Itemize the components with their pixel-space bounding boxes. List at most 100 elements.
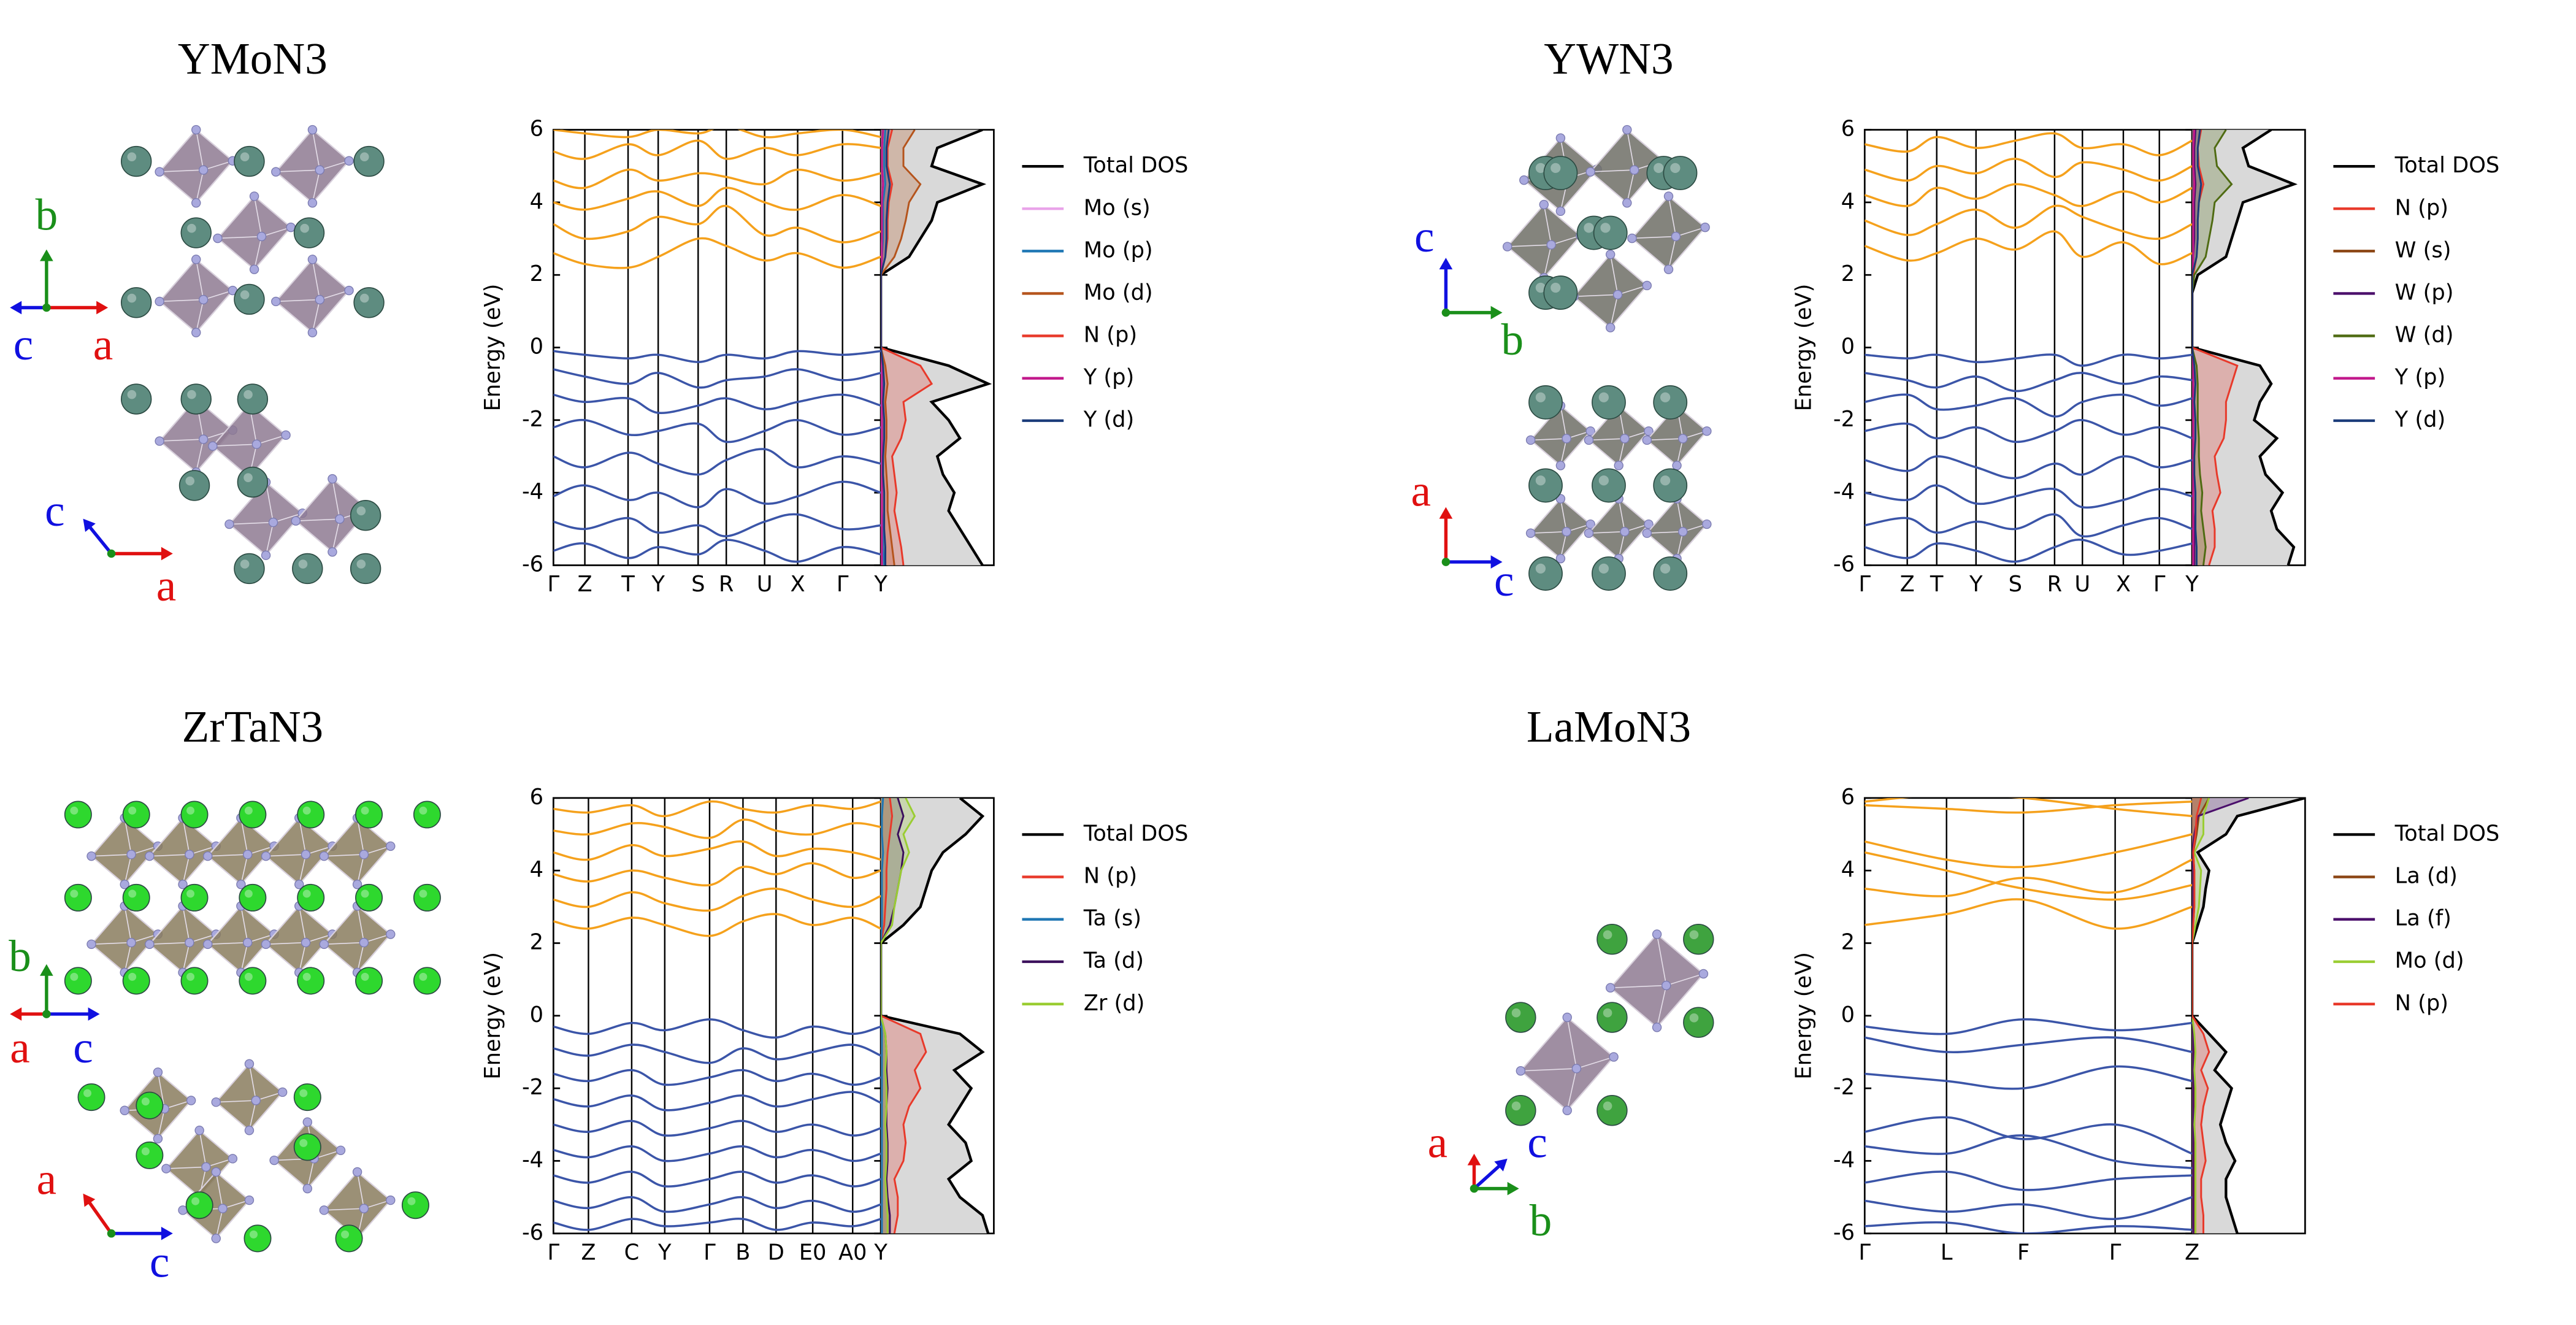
nitrogen-atom	[1609, 1052, 1619, 1062]
nitrogen-atom	[155, 436, 164, 446]
metal-atom	[413, 967, 441, 995]
nitrogen-atom	[145, 939, 155, 950]
band-line	[1865, 183, 2193, 207]
atom-highlight	[244, 972, 253, 981]
nitrogen-atom	[277, 1087, 288, 1097]
nitrogen-atom	[202, 851, 213, 861]
arrow-head	[1439, 258, 1453, 270]
nitrogen-atom	[251, 1096, 261, 1105]
metal-atom	[64, 801, 92, 829]
nitrogen-atom	[1678, 527, 1688, 537]
nitrogen-atom	[1642, 435, 1652, 445]
nitrogen-atom	[335, 514, 345, 524]
metal-atom	[297, 883, 325, 912]
octahedron	[1573, 253, 1648, 329]
y-tick-label: 4	[530, 189, 543, 214]
crystal-axis-label: a	[1428, 1118, 1447, 1167]
atom-highlight	[356, 506, 366, 516]
y-tick-label: 4	[1841, 857, 1855, 882]
metal-atom	[1597, 1002, 1628, 1033]
atom-highlight	[1535, 282, 1546, 293]
metal-atom	[293, 1133, 321, 1161]
metal-atom	[122, 967, 150, 995]
nitrogen-atom	[359, 937, 369, 948]
band-line	[1865, 1065, 2193, 1090]
band-line	[553, 1196, 881, 1213]
atom-highlight	[191, 1197, 200, 1205]
x-tick-label: Γ	[548, 572, 560, 597]
x-tick-label: C	[624, 1240, 640, 1265]
nitrogen-atom	[126, 850, 136, 859]
nitrogen-atom	[186, 1096, 196, 1105]
dos-area	[2192, 129, 2298, 566]
axis-origin	[1470, 1184, 1479, 1193]
arrow-head	[161, 1226, 173, 1240]
nitrogen-atom	[1555, 461, 1566, 470]
metal-atom	[292, 553, 323, 585]
atom-highlight	[361, 806, 369, 815]
x-tick-label: U	[2074, 572, 2090, 597]
octahedron	[207, 905, 275, 974]
octahedron	[148, 816, 217, 886]
nitrogen-atom	[307, 255, 318, 264]
axis-arrow	[86, 1199, 113, 1235]
metal-atom	[353, 145, 385, 177]
panel-title: YWN3	[1544, 34, 1673, 83]
nitrogen-atom	[1562, 1105, 1572, 1115]
x-tick-label: Z	[1900, 572, 1915, 597]
octahedron	[215, 1062, 284, 1132]
nitrogen-atom	[120, 880, 129, 889]
metal-atom	[1597, 1095, 1628, 1126]
dos-fill	[2192, 797, 2209, 1234]
nitrogen-atom	[319, 939, 329, 950]
dos-line	[2192, 129, 2298, 566]
octahedron	[1519, 1016, 1615, 1112]
y-tick-label: 2	[1841, 929, 1855, 954]
metal-atom	[64, 967, 92, 995]
legend-label: Mo (s)	[1084, 195, 1151, 220]
band-line	[553, 539, 881, 563]
band-area	[1865, 132, 2193, 563]
atom-highlight	[70, 889, 79, 898]
nitrogen-atom	[1614, 461, 1623, 470]
band-area	[553, 129, 881, 563]
atom-highlight	[1598, 563, 1609, 574]
y-axis-label: Energy (eV)	[1792, 284, 1817, 412]
y-tick-label: -4	[1833, 1147, 1855, 1172]
y-tick-label: -2	[1833, 1075, 1855, 1100]
panel-title: LaMoN3	[1527, 702, 1691, 751]
metal-atom	[350, 553, 381, 585]
axis-origin	[1441, 308, 1451, 317]
legend-label: Y (d)	[2394, 407, 2446, 432]
atom-highlight	[186, 806, 195, 815]
metal-atom	[1663, 156, 1698, 190]
band-line	[1865, 1170, 2193, 1191]
nitrogen-atom	[271, 167, 281, 177]
legend-label: W (p)	[2395, 280, 2454, 305]
plot-frame	[1863, 797, 2306, 1235]
metal-atom	[77, 1083, 105, 1112]
band-line	[553, 818, 881, 839]
dos-line	[881, 797, 916, 1234]
dos-line	[2192, 129, 2233, 566]
band-line	[1865, 858, 2193, 897]
atom-highlight	[185, 476, 195, 486]
arrow-head	[1490, 555, 1503, 569]
atom-highlight	[249, 1230, 258, 1239]
metal-atom	[353, 287, 385, 318]
x-tick-label: E0	[799, 1240, 827, 1265]
legend-label: Mo (d)	[2395, 948, 2464, 974]
atom-highlight	[70, 806, 79, 815]
x-tick-label: Γ	[1858, 1240, 1871, 1265]
nitrogen-atom	[120, 1105, 129, 1115]
dos-inner	[2192, 797, 2306, 1234]
x-tick-label: Z	[581, 1240, 596, 1265]
atom-highlight	[361, 972, 369, 981]
metal-atom	[355, 801, 383, 829]
crystal-axis-label: b	[1530, 1196, 1552, 1245]
metal-atom	[1592, 468, 1626, 503]
band-line	[1865, 797, 2193, 818]
nitrogen-atom	[1627, 233, 1637, 244]
band-line	[553, 418, 881, 444]
dos-area	[2192, 797, 2306, 1234]
